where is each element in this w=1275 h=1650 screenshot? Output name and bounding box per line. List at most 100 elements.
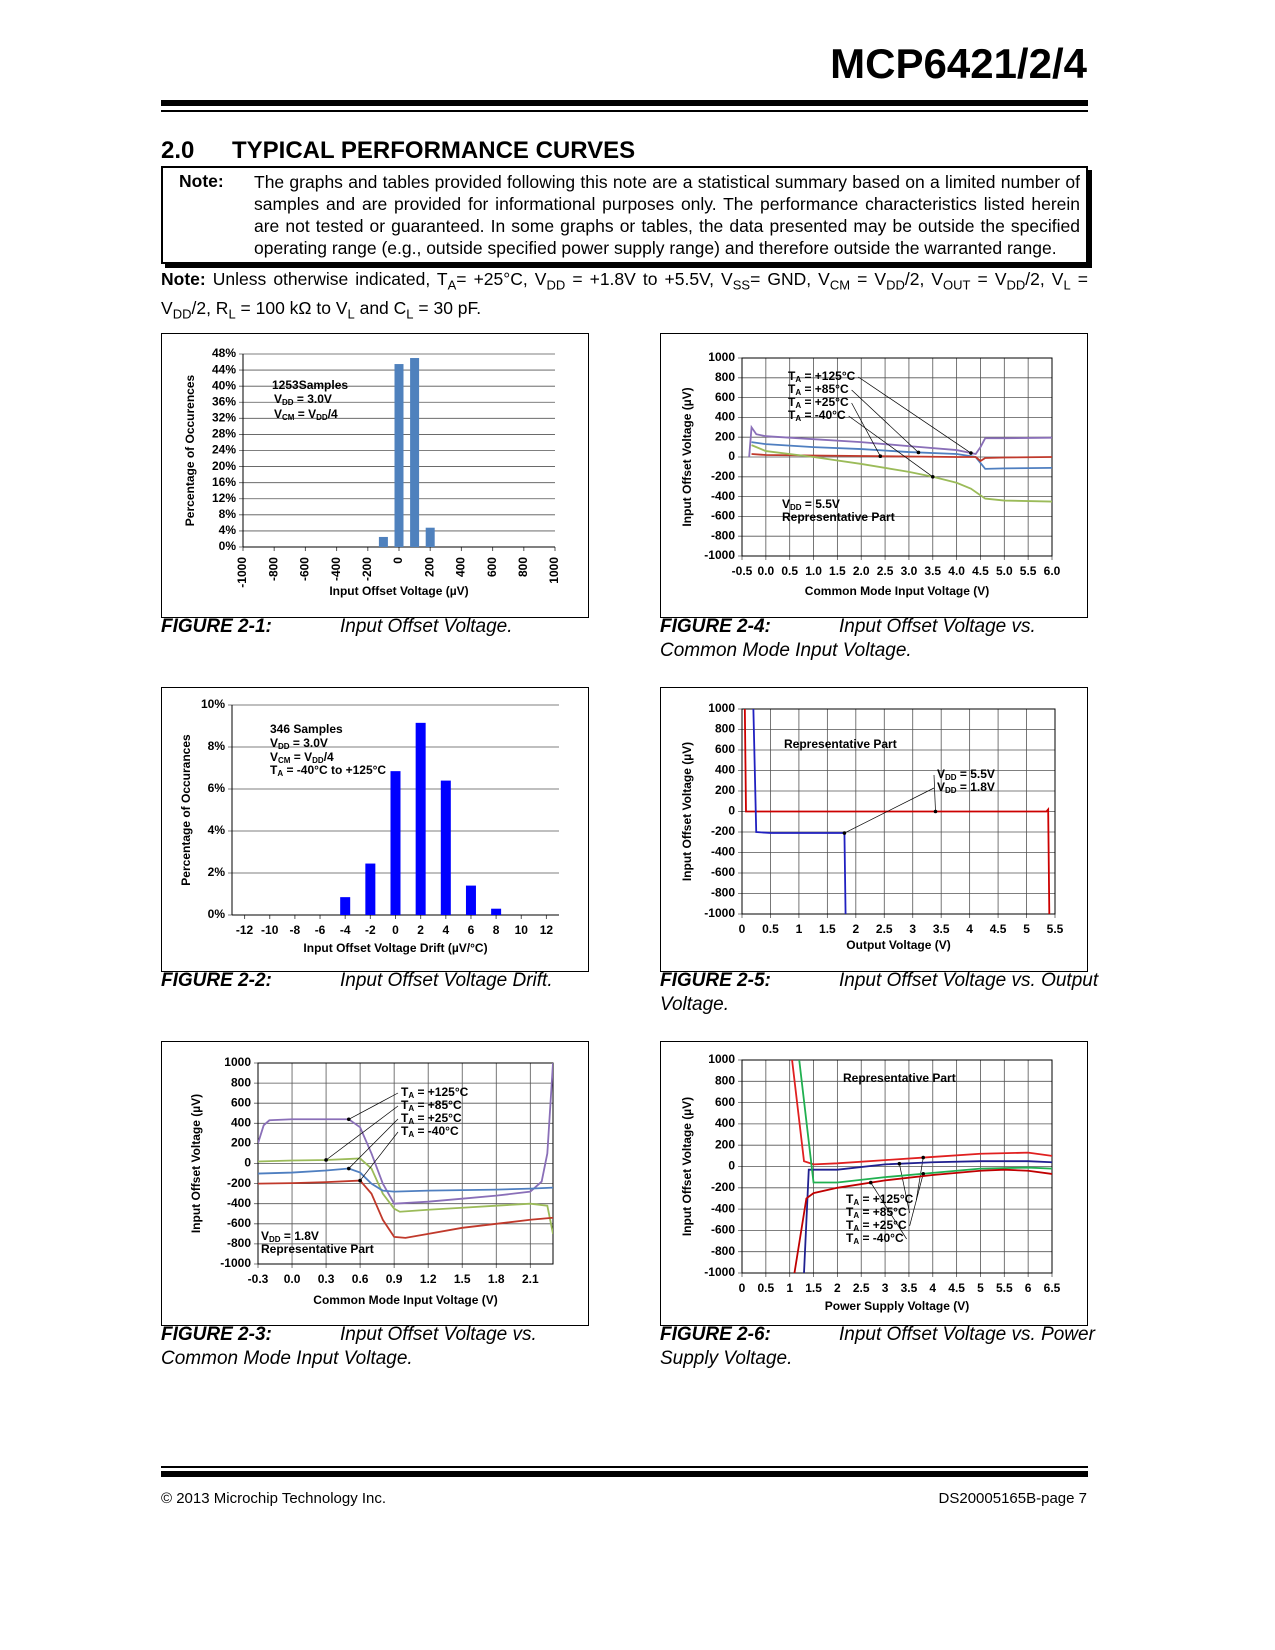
subscript: DD: [172, 306, 192, 321]
arrow-head: [324, 1158, 328, 1162]
y-tick-label: -800: [227, 1236, 251, 1250]
text-run: V: [782, 497, 790, 511]
y-tick-label: -1000: [704, 1265, 735, 1279]
bar: [415, 722, 426, 915]
text-run: = 1.8V: [281, 1229, 319, 1243]
series-label: VDD = 1.8V: [937, 780, 995, 795]
y-tick-label: 8%: [219, 507, 237, 521]
y-tick-label: 0: [728, 1159, 735, 1173]
x-tick-label: 12: [540, 923, 554, 937]
text-run: T: [846, 1231, 854, 1245]
x-axis-label: Common Mode Input Voltage (V): [313, 1293, 497, 1307]
subscript: DD: [546, 277, 566, 293]
text-run: T: [788, 369, 796, 383]
subscript: DD: [886, 277, 905, 293]
y-tick-label: 600: [715, 1095, 735, 1109]
x-tick-label: 0: [391, 557, 405, 564]
y-tick-label: -1000: [704, 548, 735, 562]
series-label: TA = +85°C: [401, 1098, 462, 1113]
series-label: TA = +125°C: [846, 1192, 914, 1207]
text-run: V: [270, 736, 278, 750]
y-tick-label: 2%: [208, 865, 226, 879]
arrow-head: [921, 1155, 926, 1160]
x-tick-label: 800: [516, 557, 530, 577]
figure-caption: FIGURE 2-3: Input Offset Voltage vs. Comm…: [161, 1323, 601, 1371]
x-tick-label: 3.5: [924, 564, 941, 578]
y-tick-label: -600: [227, 1216, 251, 1230]
text-run: = +125°C: [801, 369, 856, 383]
figure-caption: FIGURE 2-1: Input Offset Voltage.: [161, 615, 601, 639]
y-tick-label: 1000: [708, 350, 735, 364]
x-tick-label: -200: [360, 557, 374, 581]
y-tick-label: -800: [711, 528, 735, 542]
subscript: DD: [1006, 277, 1026, 293]
x-tick-label: 4: [966, 922, 973, 936]
annotation: VDD = 3.0V: [274, 392, 332, 407]
x-axis-label: Common Mode Input Voltage (V): [805, 584, 989, 598]
figure-caption: FIGURE 2-2: Input Offset Voltage Drift.: [161, 969, 601, 993]
y-tick-label: 800: [231, 1075, 251, 1089]
bar: [340, 897, 351, 915]
annotation: VCM = VDD/4: [270, 750, 334, 765]
text-run: = +25°C, V: [456, 269, 547, 289]
text-run: /2, V: [904, 269, 944, 289]
x-tick-label: -4: [340, 923, 351, 937]
x-tick-label: 0.6: [352, 1272, 369, 1286]
text-run: 1253Samples: [272, 378, 348, 392]
subscript: A: [853, 1198, 859, 1207]
text-run: T: [270, 763, 278, 777]
chart: -1000 -800 -600 -400 -200 0 200 400 600 800 1000 -0…: [660, 333, 1088, 618]
x-tick-label: -12: [236, 923, 254, 937]
y-tick-label: 16%: [212, 475, 236, 489]
series-label: TA = +125°C: [401, 1085, 469, 1100]
y-tick-label: 6%: [208, 781, 226, 795]
series-label: TA = -40°C: [788, 408, 846, 423]
arrow-head: [868, 1180, 873, 1185]
leader-line: [933, 774, 936, 812]
y-tick-label: 600: [715, 390, 735, 404]
x-tick-label: 1.5: [829, 564, 846, 578]
y-tick-label: 32%: [212, 411, 236, 425]
series-label: TA = -40°C: [401, 1124, 459, 1139]
figure-caption: FIGURE 2-5: Input Offset Voltage vs. Outp…: [660, 969, 1100, 1017]
y-tick-label: -400: [711, 1201, 735, 1215]
arrow-head: [969, 451, 973, 455]
series-label: TA = +85°C: [846, 1205, 907, 1220]
series-line: [751, 441, 1052, 470]
bar: [465, 885, 476, 915]
y-tick-label: 20%: [212, 459, 236, 473]
plot-frame: [257, 1062, 554, 1265]
x-tick-label: 0.0: [284, 1272, 301, 1286]
chart: 0% 2% 4% 6% 8% 10% -12 -10 -8 -6 -4 -2 0 2 4 6 8 10 12 346 …: [161, 687, 589, 972]
note-box: Note: The graphs and tables provided fol…: [161, 166, 1088, 264]
text-run: /4: [324, 750, 334, 764]
x-tick-label: 4.5: [972, 564, 989, 578]
text-run: = -40°C: [414, 1124, 459, 1138]
y-tick-label: -1000: [220, 1256, 251, 1270]
text-run: = +85°C: [414, 1098, 462, 1112]
y-tick-label: -600: [711, 1223, 735, 1237]
series-line: [798, 1060, 1052, 1184]
x-tick-label: 2: [417, 923, 424, 937]
x-tick-label: -10: [261, 923, 279, 937]
x-tick-label: 5.0: [996, 564, 1013, 578]
caption-text: Input Offset Voltage vs. Output Voltage.: [660, 970, 1099, 1015]
subscript: DD: [312, 756, 324, 765]
x-tick-label: 1.5: [819, 922, 836, 936]
y-tick-label: 200: [715, 783, 735, 797]
bar: [390, 771, 401, 915]
subscript: A: [447, 277, 457, 293]
text-run: T: [401, 1098, 409, 1112]
chart-frame: [660, 1041, 1088, 1326]
text-run: = +85°C: [859, 1205, 907, 1219]
x-axis-label: Power Supply Voltage (V): [825, 1299, 969, 1313]
series-label: VDD = 5.5V: [937, 767, 995, 782]
text-run: T: [846, 1192, 854, 1206]
y-tick-label: 0: [244, 1156, 251, 1170]
x-tick-label: 400: [454, 557, 468, 577]
text-run: and C: [354, 297, 407, 318]
text-run: = 5.5V: [802, 497, 840, 511]
caption-text: Input Offset Voltage vs. Power Supply Vo…: [660, 1324, 1095, 1369]
x-tick-label: 3.5: [901, 1281, 918, 1295]
annotation: 346 Samples: [270, 722, 343, 736]
